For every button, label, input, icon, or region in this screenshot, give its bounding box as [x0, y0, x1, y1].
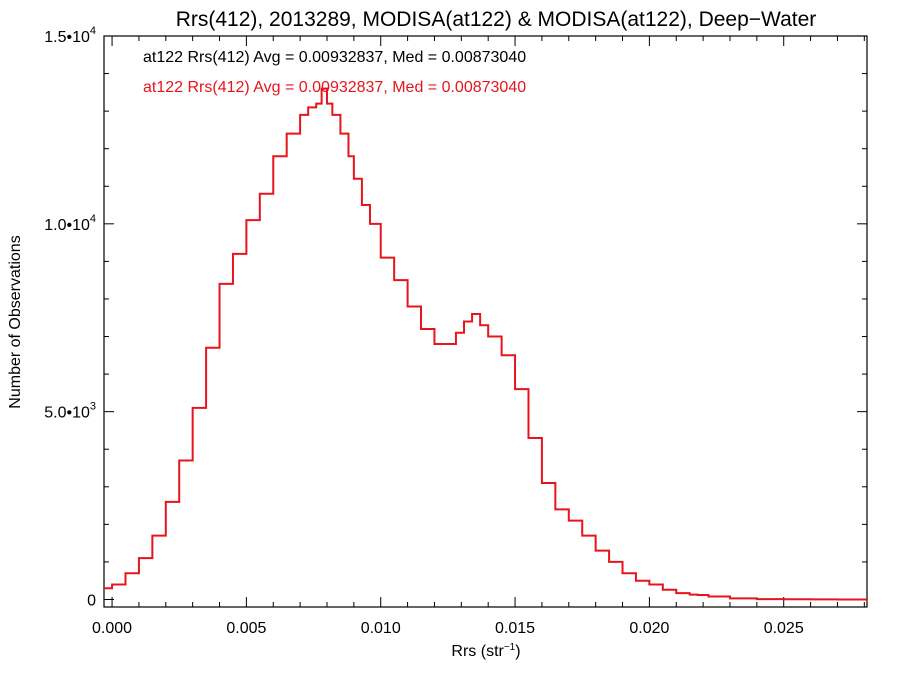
chart-title: Rrs(412), 2013289, MODISA(at122) & MODIS… — [176, 8, 817, 31]
x-axis-label: Rrs (str−1) — [451, 642, 520, 660]
x-tick-label: 0.015 — [495, 620, 535, 637]
x-axis-label-main: Rrs (str — [451, 643, 504, 660]
annotation-text: at122 Rrs(412) Avg = 0.00932837, Med = 0… — [143, 79, 526, 96]
x-axis-label-end: ) — [515, 643, 520, 660]
y-axis-ticks: 0 5.0•103 1.0•104 1.5•104 — [44, 25, 867, 609]
y-axis-label: Number of Observations — [7, 235, 24, 408]
y-tick-label: 0 — [87, 592, 96, 609]
annotation-text: at122 Rrs(412) Avg = 0.00932837, Med = 0… — [143, 49, 526, 66]
plot-frame — [103, 35, 868, 608]
histogram-line — [104, 87, 868, 601]
y-tick-label: 5.0•103 — [44, 401, 96, 422]
y-tick-label: 1.5•104 — [44, 25, 96, 46]
x-tick-label: 0.025 — [764, 620, 804, 637]
x-axis-ticks: 0.000 0.005 0.010 0.015 0.020 0.025 — [92, 36, 865, 637]
x-tick-label: 0.020 — [629, 620, 669, 637]
annotations: at122 Rrs(412) Avg = 0.00932837, Med = 0… — [143, 49, 526, 96]
x-tick-label: 0.000 — [92, 620, 132, 637]
x-axis-label-sup: −1 — [504, 642, 516, 653]
x-tick-label: 0.005 — [226, 620, 266, 637]
x-tick-label: 0.010 — [361, 620, 401, 637]
series-layer — [104, 87, 868, 601]
y-tick-label: 1.0•104 — [44, 213, 96, 234]
